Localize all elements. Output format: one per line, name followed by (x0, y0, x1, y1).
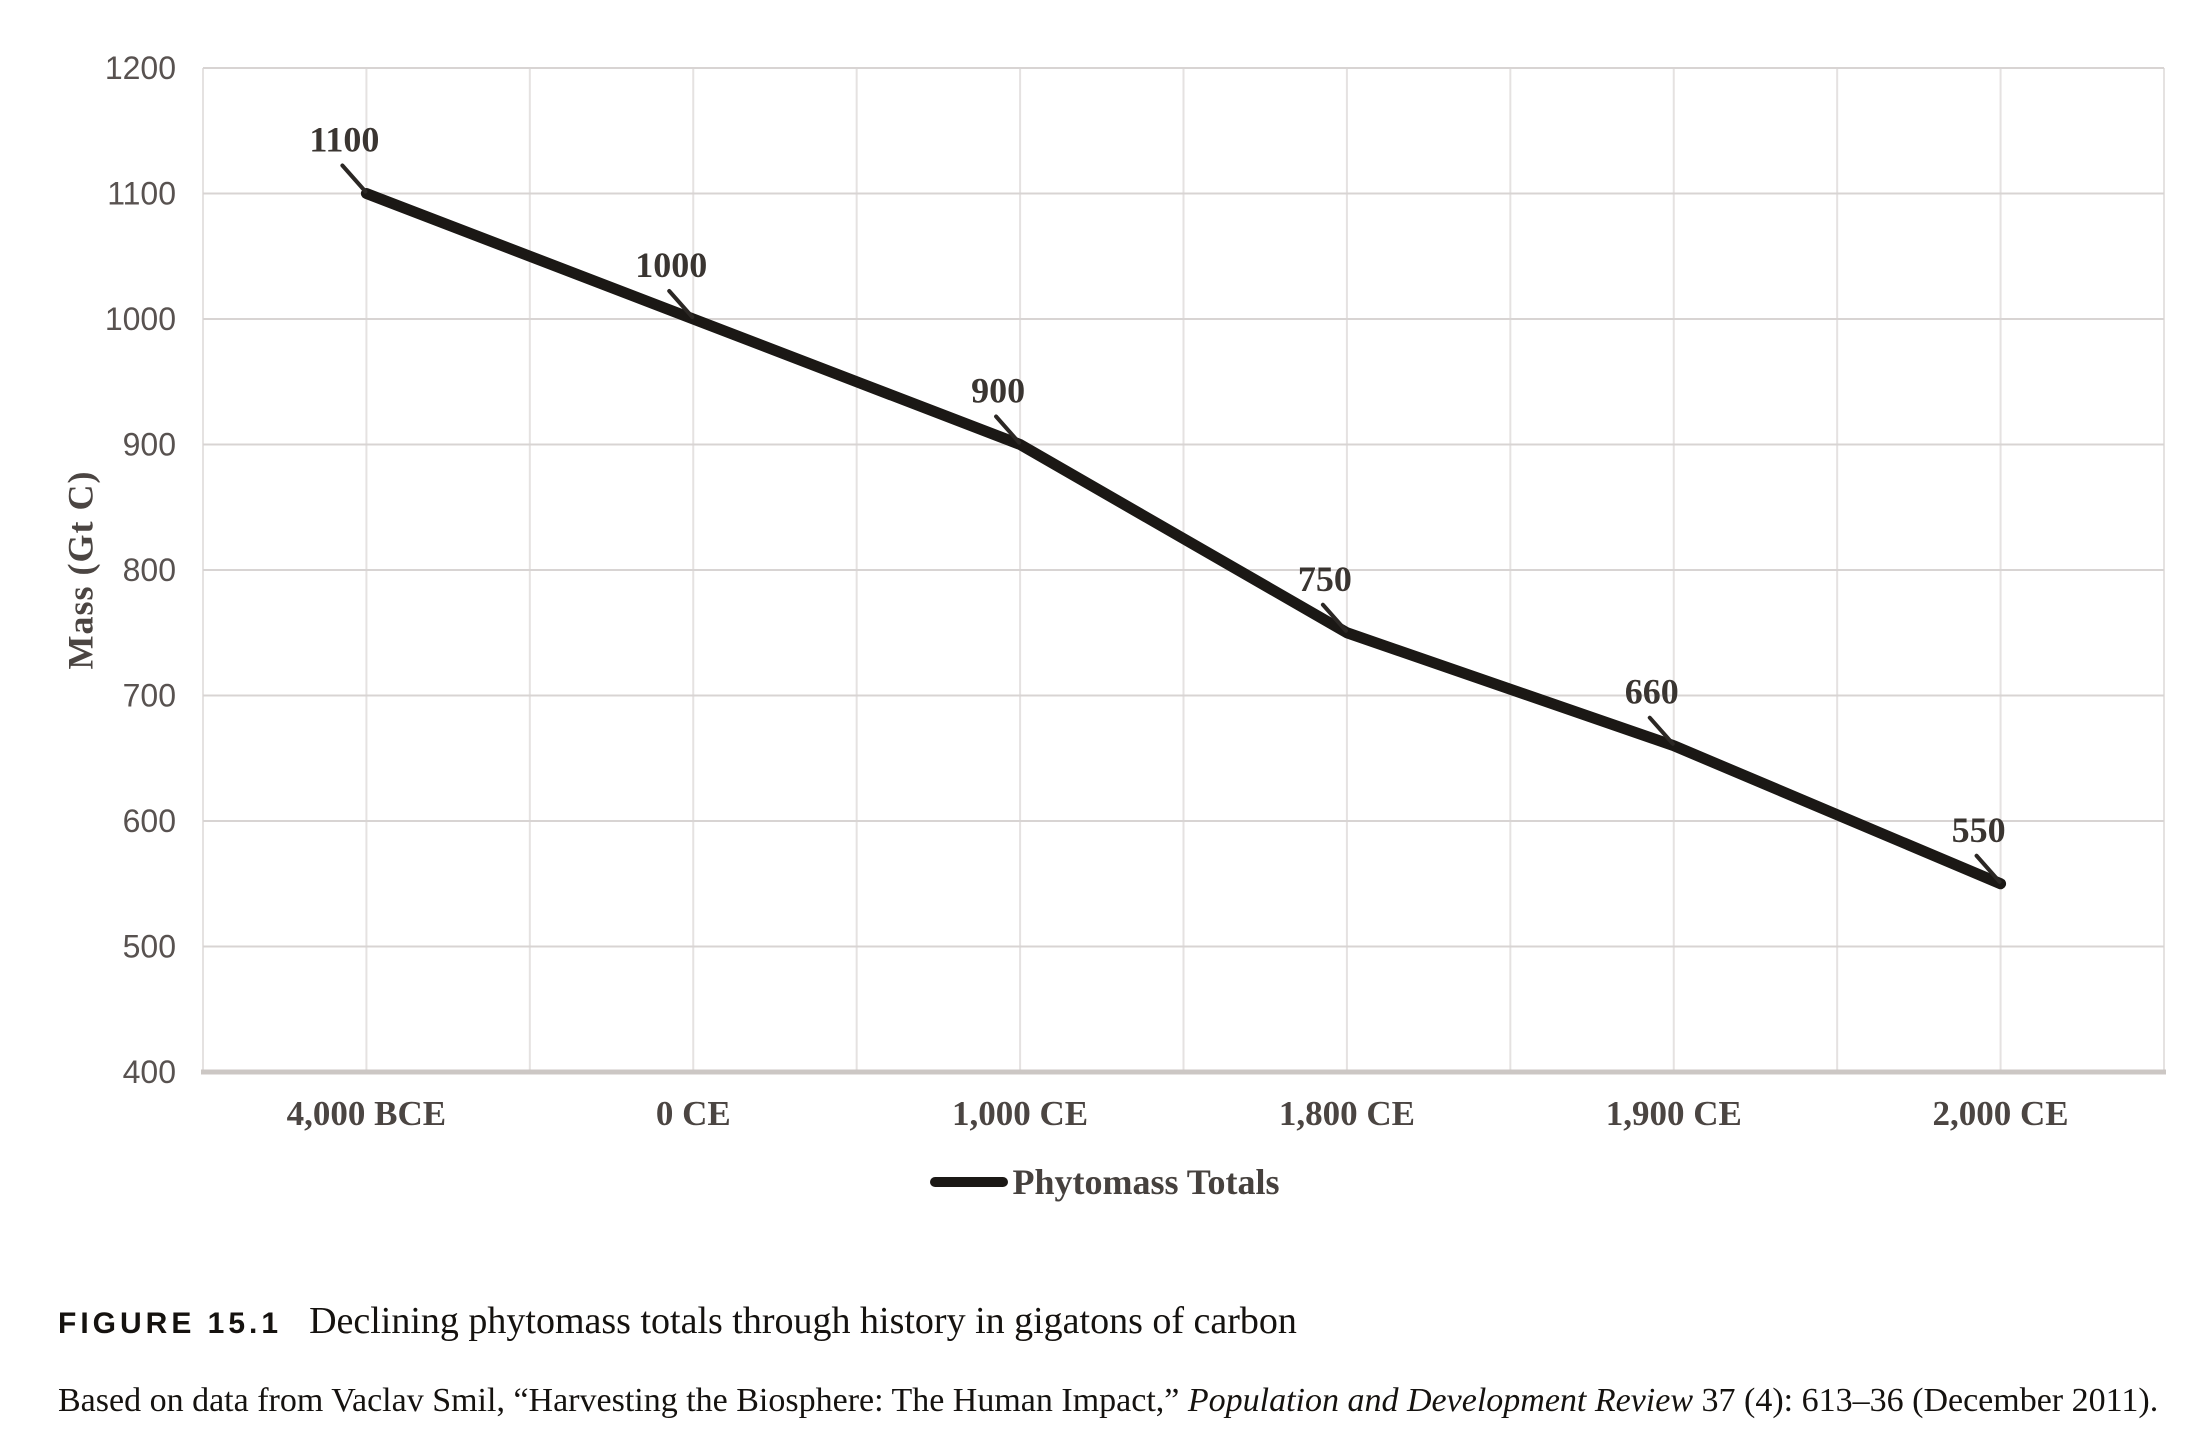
x-axis-category-label: 1,900 CE (1606, 1094, 1742, 1133)
y-axis-tick-label: 800 (123, 552, 176, 588)
y-axis-tick-label: 900 (123, 427, 176, 463)
data-label-leader-line (1974, 853, 2002, 884)
y-axis-title: Mass (Gt C) (61, 471, 101, 670)
x-axis-category-label: 1,000 CE (952, 1094, 1088, 1133)
y-axis-tick-label: 600 (123, 803, 176, 839)
y-axis-tick-label: 1200 (105, 50, 176, 86)
figure-source: Based on data from Vaclav Smil, “Harvest… (58, 1381, 2158, 1422)
legend-line-swatch (930, 1177, 1009, 1187)
source-text-suffix: 37 (4): 613–36 (December 2011). (1693, 1382, 2159, 1419)
figure-caption-row: FIGURE 15.1 Declining phytomass totals t… (58, 1299, 1297, 1343)
y-axis-tick-label: 400 (123, 1054, 176, 1090)
figure-number-label: FIGURE 15.1 (58, 1307, 283, 1340)
legend-label: Phytomass Totals (1012, 1162, 1280, 1202)
y-axis-tick-label: 700 (123, 678, 176, 714)
x-axis-category-label: 1,800 CE (1279, 1094, 1415, 1133)
data-point-label: 750 (1298, 559, 1352, 599)
x-axis-category-label: 2,000 CE (1933, 1094, 2069, 1133)
source-journal-title: Population and Development Review (1187, 1382, 1694, 1419)
data-label-leader-line (340, 163, 368, 194)
source-text-prefix: Based on data from Vaclav Smil, “Harvest… (58, 1382, 1188, 1419)
chart-legend: Phytomass Totals (0, 1164, 2210, 1200)
y-axis-tick-label: 500 (123, 929, 176, 965)
data-label-leader-line (667, 289, 695, 319)
phytomass-series-line (360, 188, 2007, 890)
figure-title: Declining phytomass totals through histo… (309, 1300, 1297, 1342)
y-axis-tick-label: 1000 (105, 301, 176, 337)
data-point-label: 1000 (635, 245, 707, 285)
x-axis-category-label: 0 CE (656, 1094, 731, 1133)
data-point-label: 900 (971, 371, 1025, 411)
y-axis-tick-label: 1100 (107, 176, 176, 212)
phytomass-line-chart: 400 500 600 700 800 900 1000 1100 1200 1100 1000 90… (61, 50, 2166, 1133)
data-label-leader-line (1320, 602, 1348, 633)
data-label-leader-line (994, 414, 1022, 445)
data-point-label: 1100 (309, 120, 379, 160)
data-point-label: 660 (1625, 672, 1679, 712)
x-axis-category-label: 4,000 BCE (287, 1094, 446, 1133)
data-point-label: 550 (1952, 810, 2006, 850)
data-label-leader-line (1647, 715, 1675, 746)
